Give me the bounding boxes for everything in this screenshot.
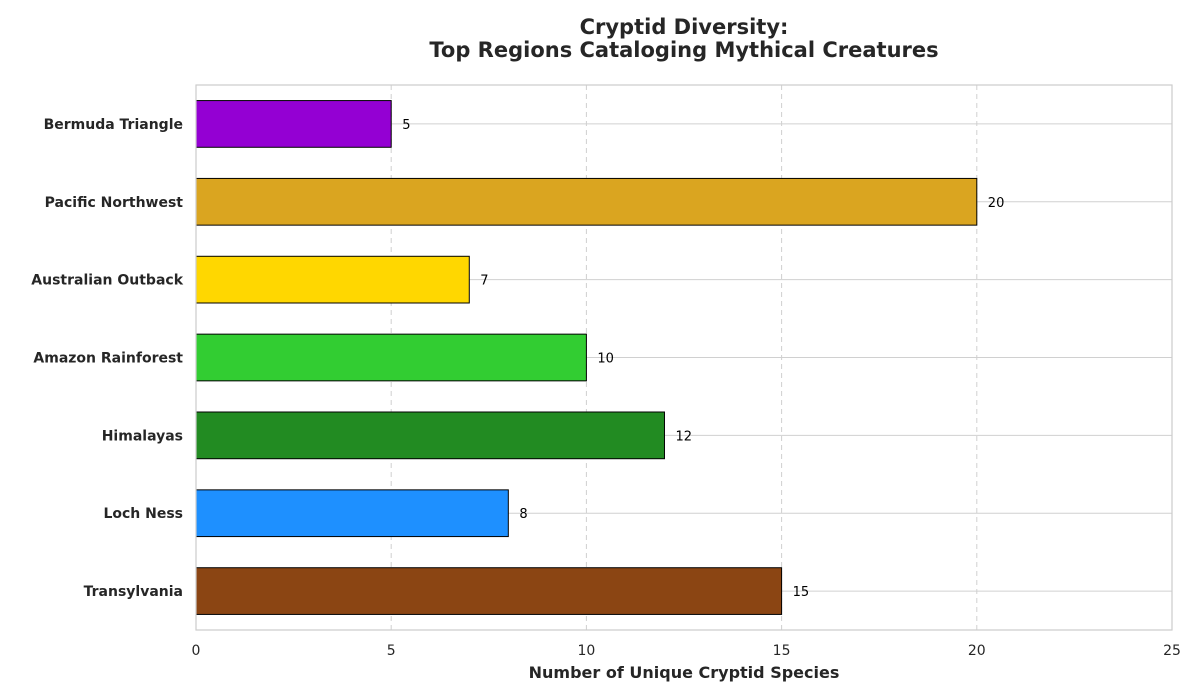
bar (195, 100, 392, 148)
y-tick-label: Himalayas (102, 428, 183, 444)
bar-value-label: 8 (519, 507, 527, 522)
bar (195, 489, 509, 538)
bar-value-label: 12 (675, 429, 692, 444)
x-tick-label: 10 (577, 643, 595, 659)
x-tick-label: 0 (192, 643, 201, 659)
bar-value-label: 10 (597, 352, 614, 367)
y-tick-label: Bermuda Triangle (44, 117, 183, 133)
y-tick-label: Amazon Rainforest (33, 351, 183, 367)
bar (195, 333, 587, 382)
bar (195, 567, 783, 615)
chart-title-line2: Top Regions Cataloging Mythical Creature… (429, 38, 938, 62)
x-tick-label: 20 (968, 643, 986, 659)
bar-value-label: 5 (402, 118, 410, 133)
bar (195, 255, 470, 304)
bar (195, 411, 665, 460)
y-tick-label: Loch Ness (103, 506, 183, 522)
bar-value-label: 20 (988, 196, 1005, 211)
x-axis-label: Number of Unique Cryptid Species (529, 663, 840, 682)
bar (195, 177, 978, 226)
plot-frame (195, 84, 1173, 631)
chart-title-line1: Cryptid Diversity: (580, 15, 789, 39)
plot-area: 0 5 10 15 20 25 Transylvania 15 Loch Ness 8 Himala… (31, 84, 1181, 659)
y-tick-label: Australian Outback (31, 273, 183, 289)
y-tick-label: Transylvania (84, 584, 183, 600)
x-tick-label: 25 (1163, 643, 1181, 659)
x-tick-label: 15 (773, 643, 791, 659)
bar-value-label: 7 (480, 274, 488, 289)
x-tick-label: 5 (387, 643, 396, 659)
bar-value-label: 15 (793, 585, 810, 600)
y-tick-label: Pacific Northwest (45, 195, 184, 211)
